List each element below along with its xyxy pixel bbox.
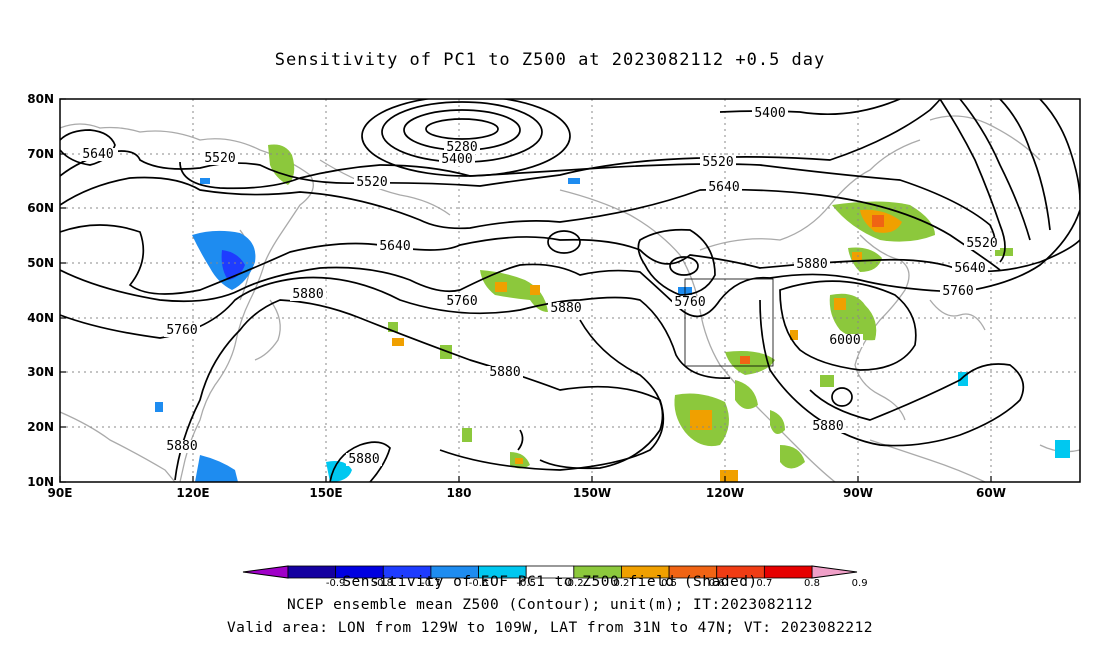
contour-label: 5640 <box>82 147 113 162</box>
colorbar-tick-label: 0.7 <box>756 578 772 589</box>
coastlines <box>60 115 1080 482</box>
axis-ticks <box>59 98 992 483</box>
lon-tick-label: 90E <box>48 486 73 500</box>
colorbar-tick-label: 0.2 <box>614 578 630 589</box>
lat-tick-label: 80N <box>27 92 54 106</box>
colorbar-tick-label: -0.8 <box>374 578 394 589</box>
lat-tick-label: 50N <box>27 256 54 270</box>
colorbar-tick-label: -0.5 <box>516 578 536 589</box>
axis-labels: 90E 120E 150E 180 150W 120W 90W 60W 80N 70N 60N 50N… <box>27 92 1006 500</box>
contour-label: 5520 <box>356 175 387 190</box>
contour-label: 5880 <box>166 439 197 454</box>
colorbar-tick-label: 0.8 <box>804 578 820 589</box>
lon-tick-label: 60W <box>976 486 1006 500</box>
contour-label: 5880 <box>550 301 581 316</box>
contour-label: 5640 <box>708 180 739 195</box>
lon-tick-label: 150W <box>573 486 611 500</box>
lon-tick-label: 150E <box>309 486 342 500</box>
contour-label: 5760 <box>942 284 973 299</box>
chart-title: Sensitivity of PC1 to Z500 at 2023082112… <box>274 50 826 70</box>
caption-valid-area: Valid area: LON from 129W to 109W, LAT f… <box>226 620 874 636</box>
colorbar-tick-label: -0.6 <box>469 578 489 589</box>
lon-tick-label: 120E <box>176 486 209 500</box>
lon-tick-label: 90W <box>843 486 873 500</box>
contour-label: 5640 <box>379 239 410 254</box>
contour-label: 5760 <box>674 295 705 310</box>
colorbar-tick-label: -0.7 <box>421 578 441 589</box>
colorbar-tick-label: 0.6 <box>709 578 725 589</box>
contour-label: 5280 <box>446 140 477 155</box>
plot-frame <box>59 98 1081 483</box>
valid-area-box <box>684 278 774 367</box>
colorbar: -0.9 -0.8 -0.7 -0.6 -0.5 -0.2 0.2 0.5 0.6 0.7 0.8 0… <box>242 565 868 589</box>
contour-label: 6000 <box>829 333 860 348</box>
colorbar-tick-label: 0.5 <box>661 578 677 589</box>
contour-labels: 5280540054005520552055205520564056405640… <box>80 106 1000 467</box>
lat-tick-label: 30N <box>27 365 54 379</box>
contour-label: 5880 <box>489 365 520 380</box>
contour-label: 5760 <box>446 294 477 309</box>
caption-contour-info: NCEP ensemble mean Z500 (Contour); unit(… <box>286 597 814 613</box>
lon-tick-label: 120W <box>706 486 744 500</box>
contour-label: 5880 <box>812 419 843 434</box>
contour-label: 5520 <box>702 155 733 170</box>
contour-label: 5400 <box>754 106 785 121</box>
lat-tick-label: 20N <box>27 420 54 434</box>
lat-tick-label: 60N <box>27 201 54 215</box>
contour-label: 5760 <box>166 323 197 338</box>
contour-label: 5880 <box>292 287 323 302</box>
contour-label: 5640 <box>954 261 985 276</box>
colorbar-tick-label: -0.9 <box>326 578 346 589</box>
lat-tick-label: 10N <box>27 475 54 489</box>
sensitivity-shading <box>155 144 1070 482</box>
colorbar-tick-label: 0.9 <box>852 578 868 589</box>
colorbar-tick-label: -0.2 <box>564 578 584 589</box>
contour-label: 5520 <box>966 236 997 251</box>
lat-tick-label: 40N <box>27 311 54 325</box>
lon-tick-label: 180 <box>446 486 471 500</box>
contour-label: 5880 <box>796 257 827 272</box>
lat-tick-label: 70N <box>27 147 54 161</box>
colorbar-segment <box>763 565 813 579</box>
contour-label: 5880 <box>348 452 379 467</box>
colorbar-title: Sensitivity of EOF PC1 to Z500 field (Sh… <box>342 574 758 590</box>
contour-label: 5400 <box>441 152 472 167</box>
contour-label: 5520 <box>204 151 235 166</box>
